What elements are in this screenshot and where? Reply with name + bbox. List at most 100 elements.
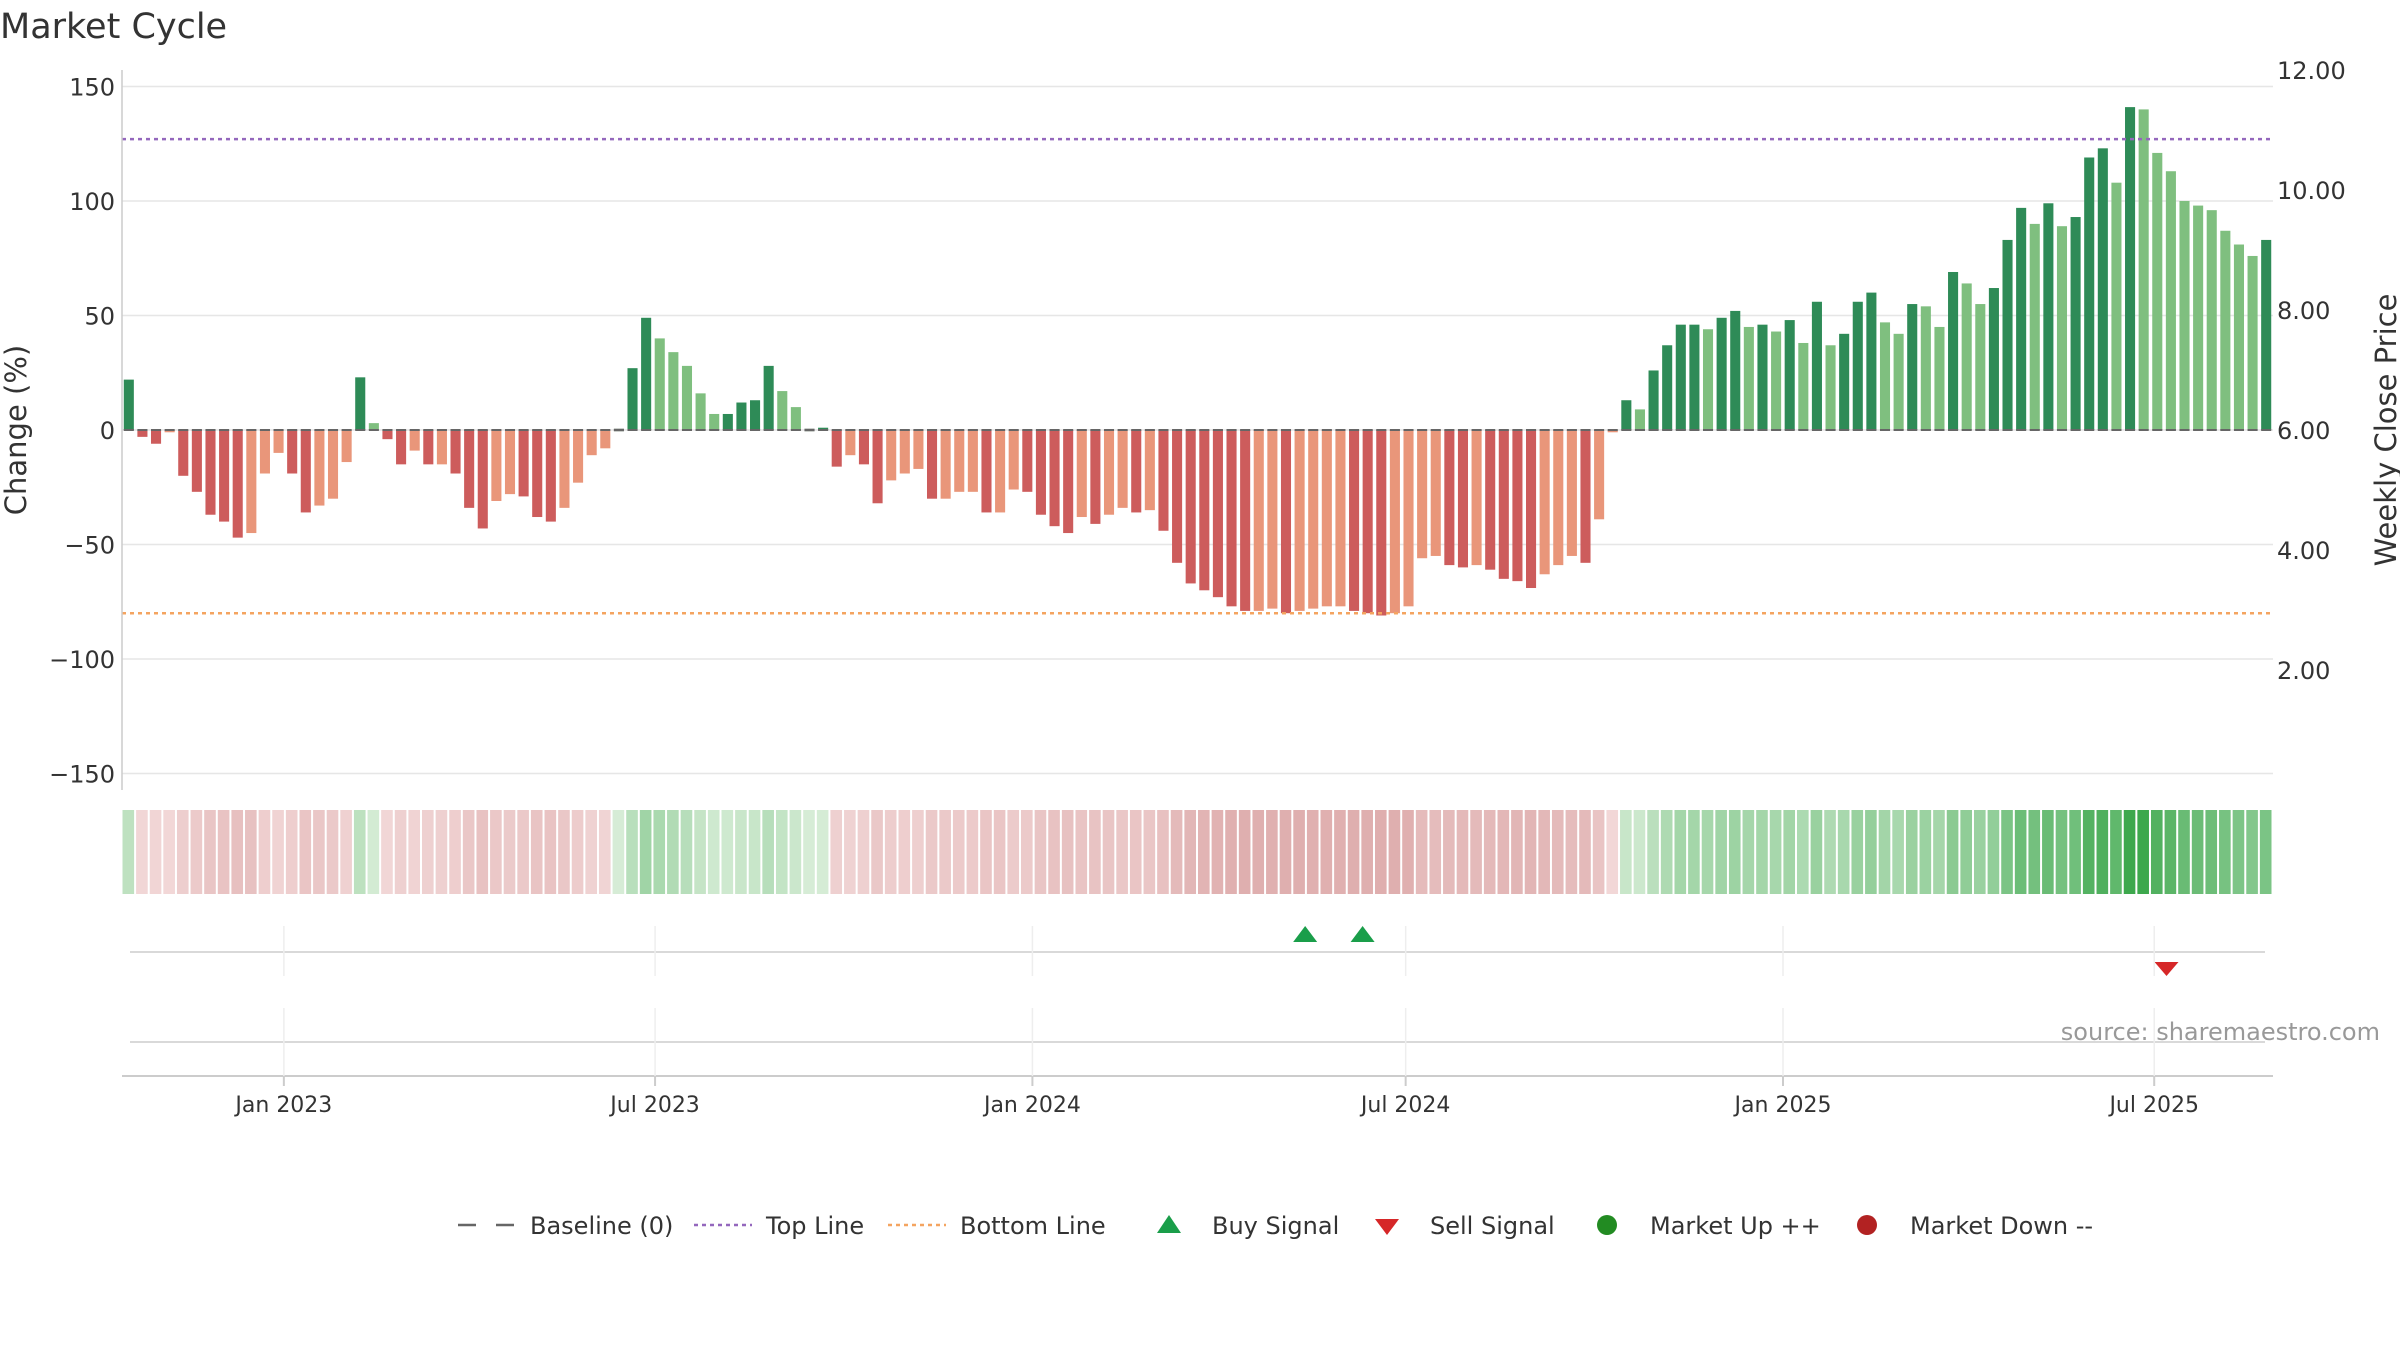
heat-cell	[1238, 810, 1251, 894]
heat-cell	[1306, 810, 1319, 894]
bar	[2111, 182, 2122, 430]
y-tick-label: 50	[84, 303, 115, 331]
heat-cell	[1606, 810, 1619, 894]
bar	[1784, 320, 1795, 430]
bar	[205, 430, 216, 515]
heat-cell	[2014, 810, 2027, 894]
heat-cell	[1511, 810, 1523, 894]
heat-cell	[1633, 810, 1646, 894]
heat-cell	[476, 810, 489, 894]
bar	[1362, 430, 1373, 614]
heat-cell	[571, 810, 584, 894]
bar	[1103, 430, 1115, 515]
bar	[1417, 430, 1428, 559]
heat-cell	[1021, 810, 1033, 894]
bar	[586, 430, 597, 456]
legend-item: Market Down --	[1857, 1212, 2093, 1240]
bar	[1172, 430, 1183, 563]
bar	[1199, 430, 1210, 591]
x-axis: Jan 2023 Jul 2023 Jan 2024 Jul 2024 Jan 2025…	[122, 926, 2273, 1118]
bar	[1376, 430, 1387, 616]
bar	[2247, 255, 2258, 430]
heat-cell	[204, 810, 216, 894]
x-tick-label: Jul 2024	[1359, 1093, 1451, 1118]
bar	[518, 430, 529, 497]
bar	[1743, 326, 1754, 430]
heat-cell	[1293, 810, 1305, 894]
heat-cell	[803, 810, 815, 894]
bar	[1294, 430, 1305, 611]
heat-cell	[272, 810, 284, 894]
y2-tick-label: 2.00	[2277, 657, 2330, 685]
heat-cell	[1837, 810, 1850, 894]
bar	[1648, 370, 1659, 430]
bar	[2070, 217, 2081, 430]
y2-tick-label: 8.00	[2277, 297, 2330, 325]
bar-series	[123, 107, 2272, 616]
heat-cell	[1157, 810, 1169, 894]
x-tick-label: Jul 2023	[608, 1093, 700, 1118]
bar	[858, 430, 869, 465]
heat-cell	[1007, 810, 1020, 894]
bar	[436, 430, 447, 465]
bar	[341, 430, 352, 463]
heat-cell	[694, 810, 706, 894]
heat-cell	[585, 810, 597, 894]
bar	[1512, 430, 1523, 582]
legend-label: Top Line	[765, 1212, 864, 1240]
heat-cell	[939, 810, 951, 894]
heat-cell	[1266, 810, 1278, 894]
bar	[1594, 430, 1605, 520]
bar	[1948, 271, 1959, 430]
bar	[2029, 223, 2040, 430]
bar	[573, 430, 584, 483]
bar	[2206, 210, 2217, 430]
heat-cell	[503, 810, 516, 894]
bar	[1308, 430, 1319, 609]
bar	[736, 402, 747, 430]
bar	[1267, 430, 1278, 609]
bar	[1852, 301, 1863, 430]
heat-cell	[1660, 810, 1673, 894]
heat-cell	[1334, 810, 1346, 894]
heat-cell	[1089, 810, 1101, 894]
bar	[491, 430, 502, 501]
bar	[300, 430, 311, 513]
bar	[954, 430, 965, 492]
legend-marker	[1375, 1219, 1399, 1235]
heat-cell	[1783, 810, 1796, 894]
y-axis-label: Change (%)	[0, 345, 33, 515]
bar	[1539, 430, 1550, 575]
bar	[627, 368, 638, 430]
heat-cell	[1061, 810, 1074, 894]
bar	[1961, 283, 1972, 430]
heat-cell	[667, 810, 679, 894]
heat-cell	[1211, 810, 1224, 894]
heat-cell	[1388, 810, 1401, 894]
heat-cell	[381, 810, 393, 894]
heat-cell	[2055, 810, 2068, 894]
legend-marker	[1597, 1215, 1617, 1235]
bar	[246, 430, 257, 534]
heat-cell	[966, 810, 979, 894]
bar	[600, 430, 611, 449]
bar	[1825, 345, 1836, 430]
bar	[2220, 230, 2231, 430]
bar	[1090, 430, 1101, 524]
heat-cell	[149, 810, 162, 894]
heat-cell	[176, 810, 189, 894]
bar	[559, 430, 570, 508]
heat-cell	[258, 810, 271, 894]
bar	[695, 393, 706, 430]
heat-cell	[1184, 810, 1196, 894]
bar	[1471, 430, 1482, 566]
bar	[1144, 430, 1155, 511]
bar	[1253, 430, 1264, 611]
bar	[1566, 430, 1577, 556]
bar	[1730, 310, 1741, 430]
heat-cell	[1170, 810, 1183, 894]
bar	[1893, 333, 1904, 430]
bar	[2125, 107, 2136, 431]
bar	[899, 430, 910, 474]
